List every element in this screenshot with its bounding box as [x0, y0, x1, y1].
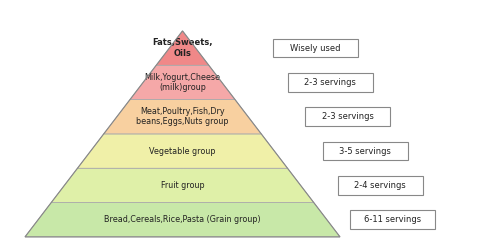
- Text: Bread,Cereals,Rice,Pasta (Grain group): Bread,Cereals,Rice,Pasta (Grain group): [104, 215, 261, 224]
- Text: 6-11 servings: 6-11 servings: [364, 215, 421, 224]
- FancyBboxPatch shape: [350, 210, 435, 229]
- Text: 2-3 servings: 2-3 servings: [322, 112, 374, 121]
- Polygon shape: [78, 134, 288, 168]
- Polygon shape: [52, 168, 314, 202]
- Polygon shape: [156, 31, 209, 65]
- FancyBboxPatch shape: [305, 107, 390, 126]
- Text: Milk,Yogurt,Cheese
(milk)group: Milk,Yogurt,Cheese (milk)group: [144, 73, 220, 92]
- Text: 2-4 servings: 2-4 servings: [354, 181, 406, 190]
- Polygon shape: [130, 65, 235, 100]
- Text: Vegetable group: Vegetable group: [149, 147, 216, 156]
- Text: 2-3 servings: 2-3 servings: [304, 78, 356, 87]
- Polygon shape: [104, 100, 261, 134]
- FancyBboxPatch shape: [288, 73, 372, 92]
- FancyBboxPatch shape: [338, 176, 422, 195]
- Text: Fruit group: Fruit group: [160, 181, 204, 190]
- Text: Wisely used: Wisely used: [290, 44, 340, 53]
- Text: Fats,Sweets,
Oils: Fats,Sweets, Oils: [152, 38, 213, 58]
- Polygon shape: [25, 202, 340, 237]
- FancyBboxPatch shape: [322, 142, 408, 160]
- Text: 3-5 servings: 3-5 servings: [339, 147, 391, 156]
- FancyBboxPatch shape: [272, 39, 358, 57]
- Text: Meat,Poultry,Fish,Dry
beans,Eggs,Nuts group: Meat,Poultry,Fish,Dry beans,Eggs,Nuts gr…: [136, 107, 229, 126]
